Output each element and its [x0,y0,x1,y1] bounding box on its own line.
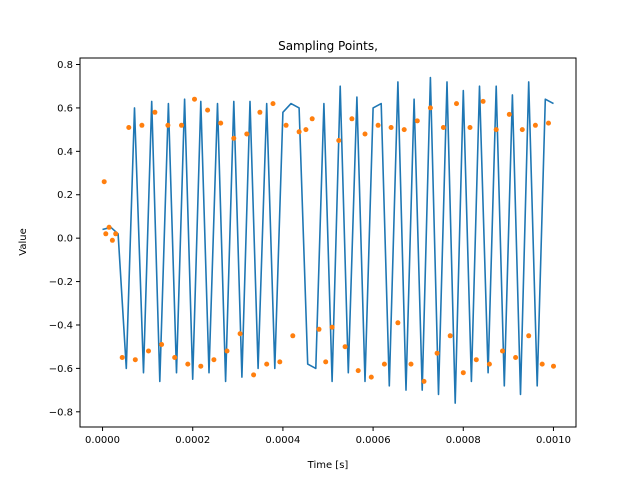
sample-point [309,116,315,122]
sample-point [362,131,368,137]
x-tick-label: 0.0004 [265,435,300,446]
axes-frame [79,57,577,428]
sample-point [192,96,197,102]
y-tick-label: −0.6 [49,364,73,375]
sample-point [224,348,230,354]
sample-point [447,333,453,339]
sample-point [467,125,473,130]
sample-point [395,320,401,326]
sample-point [172,355,178,360]
sample-point [421,378,427,384]
sample-point [109,237,115,243]
sample-point [506,111,512,117]
sample-point [205,107,211,113]
sample-point [336,138,342,143]
y-tick-label: 0.8 [57,60,73,71]
sample-point [152,109,158,115]
chart-title: Sampling Points, [278,39,378,53]
series-line [102,76,554,404]
sample-point [237,331,243,337]
sample-point [139,122,145,128]
sample-point [277,359,283,365]
x-tick-label: 0.0010 [536,435,571,446]
sample-point [244,131,250,137]
y-tick-label: 0.4 [57,147,73,158]
sample-point [401,127,407,133]
sample-point [381,361,387,367]
sample-point [526,333,532,339]
sample-point [101,179,107,185]
y-tick-label: −0.8 [49,407,73,418]
sample-point [296,129,302,135]
sample-point [218,120,224,126]
sample-point [303,127,309,133]
sample-point [454,101,459,107]
sample-point [316,326,322,332]
sample-point [283,122,289,128]
sample-point [539,361,545,367]
sample-point [551,363,556,369]
sample-point [355,368,361,374]
sample-point [231,135,237,141]
sample-point [342,344,348,350]
y-tick-label: 0.0 [57,234,73,245]
sample-point [290,333,296,339]
sample-point [434,350,440,356]
x-tick-label: 0.0002 [175,435,210,446]
sample-point [500,348,505,354]
sample-point [440,125,446,130]
sample-point [323,359,329,365]
sample-point [257,109,263,115]
sample-point [486,361,492,367]
sample-point [460,370,466,376]
sample-point [414,118,420,124]
y-tick-label: 0.2 [57,190,73,201]
sample-point [375,122,381,128]
sample-point [480,98,486,104]
sample-point [179,122,184,128]
sample-point [185,361,191,367]
sample-point [198,363,204,369]
sample-point [119,355,125,360]
sample-point [251,372,257,378]
plot-area [101,76,556,404]
sample-point [427,105,433,111]
sample-point [349,116,355,122]
sample-point [493,127,499,133]
sample-point [532,122,538,128]
y-tick-label: −0.4 [49,320,73,331]
sample-point [264,361,270,367]
x-tick-label: 0.0008 [446,435,481,446]
sample-point [519,127,525,133]
y-tick-label: 0.6 [57,103,73,114]
x-axis-label: Time [s] [307,460,349,471]
sample-point [132,357,138,363]
sample-point [103,231,109,237]
y-axis-label: Value [18,228,29,255]
x-tick-label: 0.0000 [85,435,120,446]
sample-point [126,125,132,130]
x-tick-label: 0.0006 [356,435,391,446]
sample-point [165,122,171,128]
y-axis: −0.8 −0.6 −0.4 −0.2 0.0 0.2 0.4 0.6 0.8 [49,60,80,418]
sample-point [546,120,551,126]
sample-point [513,355,519,360]
y-tick-label: −0.2 [49,277,73,288]
sample-point [388,125,394,130]
x-axis: 0.0000 0.0002 0.0004 0.0006 0.0008 0.0010 [85,427,571,446]
sample-point [270,101,276,107]
sample-point [408,361,414,367]
sample-point [113,231,119,237]
sample-point [211,357,217,363]
sample-point [368,374,374,380]
sample-point [106,224,112,230]
sample-point [329,324,335,330]
sample-point [473,357,479,363]
sample-point [146,348,151,354]
sample-point [159,342,165,347]
